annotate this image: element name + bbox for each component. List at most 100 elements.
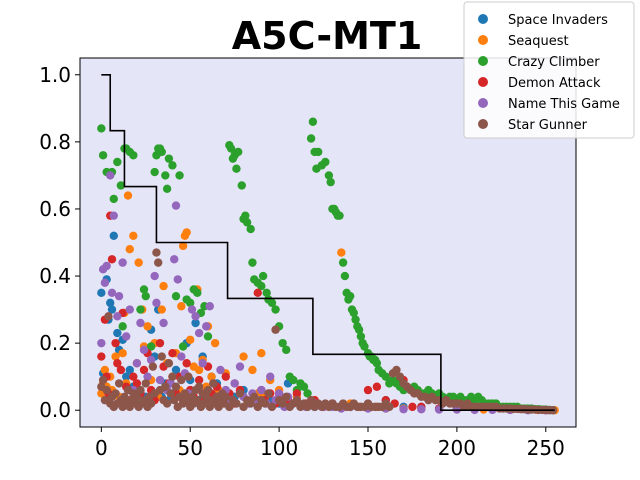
y-tick-label: 0.8 <box>39 130 71 154</box>
point-seaquest-6 <box>111 352 120 361</box>
point-star-gunner-119 <box>395 372 405 381</box>
point-seaquest-8 <box>118 349 127 358</box>
point-name-this-game-27 <box>177 352 186 361</box>
point-star-gunner-116 <box>385 402 394 412</box>
point-star-gunner-45 <box>177 375 186 385</box>
point-seaquest-36 <box>194 365 204 375</box>
point-star-gunner-75 <box>239 402 248 412</box>
legend-marker <box>478 35 488 45</box>
point-seaquest-29 <box>177 302 186 311</box>
point-name-this-game-33 <box>198 359 207 368</box>
point-star-gunner-54 <box>193 395 202 405</box>
point-name-this-game-26 <box>173 275 182 284</box>
point-name-this-game-64 <box>399 405 408 414</box>
scatter-points <box>97 117 559 415</box>
point-crazy-climber-80 <box>338 258 348 267</box>
y-tick-label: 0.6 <box>39 197 71 221</box>
point-seaquest-48 <box>239 352 248 361</box>
point-crazy-climber-11 <box>129 151 138 160</box>
x-tick-label: 200 <box>438 436 476 460</box>
point-star-gunner-87 <box>282 392 291 402</box>
point-crazy-climber-81 <box>340 271 350 281</box>
point-star-gunner-32 <box>154 258 163 267</box>
point-star-gunner-118 <box>392 365 401 375</box>
point-space-invaders-6 <box>109 231 118 240</box>
point-demon-attack-55 <box>372 382 382 391</box>
point-crazy-climber-16 <box>146 342 156 351</box>
point-seaquest-63 <box>337 248 346 257</box>
step-line-layer <box>101 73 555 412</box>
point-star-gunner-34 <box>157 352 166 361</box>
point-name-this-game-17 <box>146 355 156 365</box>
point-name-this-game-7 <box>113 312 122 321</box>
point-star-gunner-74 <box>235 389 245 398</box>
point-crazy-climber-23 <box>162 184 172 194</box>
point-seaquest-13 <box>129 231 138 240</box>
point-star-gunner-42 <box>171 382 181 391</box>
legend-marker <box>478 56 488 66</box>
point-star-gunner-31 <box>152 248 161 257</box>
x-tick-label: 150 <box>349 436 387 460</box>
point-name-this-game-49 <box>266 372 275 381</box>
legend-label: Seaquest <box>508 34 569 49</box>
point-star-gunner-38 <box>164 359 174 368</box>
point-seaquest-22 <box>157 305 166 314</box>
point-space-invaders-5 <box>107 305 117 314</box>
y-tick-label: 0.2 <box>39 331 71 355</box>
point-crazy-climber-89 <box>354 325 364 334</box>
point-name-this-game-5 <box>107 288 117 298</box>
point-crazy-climber-17 <box>150 167 159 177</box>
legend-frame <box>463 1 635 139</box>
step-line <box>101 73 555 412</box>
point-star-gunner-63 <box>209 379 218 388</box>
point-crazy-climber-41 <box>232 164 241 173</box>
point-demon-attack-48 <box>292 389 302 398</box>
point-crazy-climber-14 <box>139 285 149 294</box>
point-name-this-game-42 <box>235 362 245 371</box>
point-space-invaders-11 <box>125 365 134 375</box>
point-star-gunner-82 <box>264 389 273 398</box>
point-star-gunner-29 <box>148 362 158 371</box>
point-name-this-game-15 <box>139 345 149 355</box>
point-crazy-climber-28 <box>178 342 188 351</box>
point-name-this-game-2 <box>100 278 110 287</box>
point-seaquest-18 <box>143 322 152 331</box>
point-demon-attack-12 <box>129 372 138 381</box>
point-crazy-climber-48 <box>248 258 257 267</box>
x-tick-label: 250 <box>527 436 565 460</box>
point-seaquest-40 <box>207 372 216 381</box>
point-crazy-climber-86 <box>349 308 358 318</box>
y-tick-label: 0.4 <box>39 264 71 288</box>
point-crazy-climber-66 <box>306 134 316 143</box>
point-crazy-climber-45 <box>241 211 250 220</box>
x-tick-label: 50 <box>177 436 202 460</box>
point-name-this-game-10 <box>122 332 131 341</box>
point-crazy-climber-25 <box>168 161 177 170</box>
point-space-invaders-27 <box>191 318 200 328</box>
point-crazy-climber-5 <box>113 157 122 167</box>
point-crazy-climber-13 <box>136 305 145 314</box>
point-crazy-climber-22 <box>161 171 170 180</box>
point-star-gunner-8 <box>111 389 120 398</box>
point-star-gunner-93 <box>303 402 312 412</box>
point-demon-attack-54 <box>363 385 373 395</box>
point-crazy-climber-72 <box>321 157 330 167</box>
point-name-this-game-65 <box>417 405 426 414</box>
point-star-gunner-71 <box>225 402 234 412</box>
point-crazy-climber-90 <box>356 332 366 341</box>
point-crazy-climber-0 <box>97 124 106 133</box>
point-name-this-game-3 <box>102 261 111 271</box>
point-star-gunner-28 <box>146 399 156 408</box>
point-star-gunner-36 <box>161 382 170 391</box>
point-seaquest-15 <box>134 258 143 267</box>
point-demon-attack-15 <box>139 365 149 375</box>
legend-label: Name This Game <box>508 97 620 112</box>
chart-title: A5C-MT1 <box>232 14 423 58</box>
legend-label: Space Invaders <box>508 13 608 28</box>
point-star-gunner-84 <box>271 325 280 334</box>
point-crazy-climber-47 <box>246 224 255 234</box>
axes: 0 50 100 150 200 250 0.0 0.2 0.4 0.6 0.8 1.0 <box>39 63 565 460</box>
point-star-gunner-13 <box>120 392 129 402</box>
point-star-gunner-73 <box>232 399 241 408</box>
point-crazy-climber-7 <box>118 322 127 331</box>
